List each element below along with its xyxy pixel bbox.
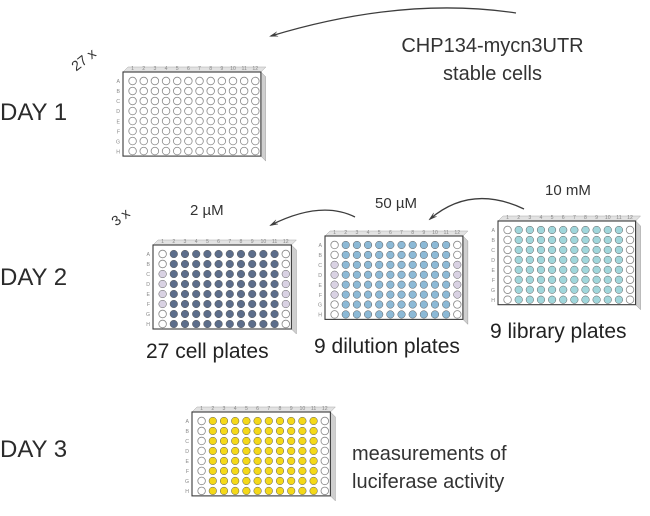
svg-text:11: 11 (272, 239, 277, 245)
svg-text:5: 5 (378, 230, 381, 236)
svg-text:C: C (491, 248, 495, 254)
svg-text:A: A (319, 244, 323, 250)
svg-text:3: 3 (223, 406, 226, 412)
svg-text:11: 11 (444, 230, 449, 236)
svg-text:3: 3 (183, 239, 186, 245)
svg-text:10: 10 (260, 239, 266, 245)
svg-text:12: 12 (322, 406, 328, 412)
svg-text:8: 8 (239, 239, 242, 245)
svg-text:7: 7 (267, 406, 270, 412)
svg-text:12: 12 (283, 239, 289, 245)
svg-text:8: 8 (209, 66, 212, 72)
svg-text:7: 7 (198, 66, 201, 72)
svg-text:C: C (116, 100, 120, 106)
svg-text:4: 4 (234, 406, 237, 412)
svg-text:4: 4 (540, 215, 543, 221)
svg-text:8: 8 (412, 230, 415, 236)
svg-text:4: 4 (367, 230, 370, 236)
svg-text:6: 6 (562, 215, 565, 221)
svg-text:F: F (147, 302, 150, 308)
svg-text:C: C (146, 272, 150, 278)
svg-text:D: D (319, 273, 323, 279)
svg-text:C: C (319, 263, 323, 269)
svg-text:E: E (116, 120, 120, 126)
svg-text:8: 8 (279, 406, 282, 412)
svg-text:B: B (492, 238, 496, 244)
svg-text:G: G (115, 140, 119, 146)
svg-text:12: 12 (252, 66, 258, 72)
svg-text:9: 9 (290, 406, 293, 412)
svg-text:5: 5 (551, 215, 554, 221)
svg-text:H: H (319, 313, 323, 319)
svg-text:B: B (146, 262, 150, 268)
svg-text:10: 10 (230, 66, 236, 72)
svg-text:D: D (185, 450, 189, 456)
svg-text:4: 4 (195, 239, 198, 245)
svg-text:A: A (492, 229, 496, 235)
svg-text:F: F (116, 130, 119, 136)
svg-text:6: 6 (217, 239, 220, 245)
svg-text:E: E (319, 283, 323, 289)
svg-text:D: D (491, 258, 495, 264)
svg-text:H: H (146, 322, 150, 328)
svg-text:9: 9 (595, 215, 598, 221)
svg-text:H: H (116, 150, 120, 156)
svg-text:6: 6 (256, 406, 259, 412)
svg-text:E: E (146, 292, 150, 298)
svg-text:F: F (492, 278, 495, 284)
svg-text:E: E (492, 268, 496, 274)
svg-text:2: 2 (172, 239, 175, 245)
svg-text:D: D (116, 110, 120, 116)
svg-text:11: 11 (311, 406, 316, 412)
svg-text:A: A (186, 420, 190, 426)
svg-text:F: F (186, 469, 189, 475)
svg-text:12: 12 (627, 215, 633, 221)
svg-text:5: 5 (245, 406, 248, 412)
svg-text:9: 9 (251, 239, 254, 245)
svg-text:1: 1 (161, 239, 164, 245)
svg-text:C: C (185, 440, 189, 446)
svg-text:7: 7 (228, 239, 231, 245)
svg-text:12: 12 (455, 230, 461, 236)
svg-text:D: D (146, 282, 150, 288)
svg-text:5: 5 (206, 239, 209, 245)
svg-text:6: 6 (186, 66, 189, 72)
svg-text:10: 10 (300, 406, 306, 412)
svg-text:G: G (318, 303, 322, 309)
svg-text:B: B (186, 430, 190, 436)
svg-text:E: E (186, 459, 190, 465)
svg-text:3: 3 (153, 66, 156, 72)
svg-text:1: 1 (131, 66, 134, 72)
svg-text:H: H (185, 489, 189, 495)
svg-text:7: 7 (400, 230, 403, 236)
svg-text:10: 10 (605, 215, 611, 221)
svg-text:A: A (146, 252, 150, 258)
svg-text:G: G (146, 312, 150, 318)
svg-text:5: 5 (175, 66, 178, 72)
svg-text:6: 6 (389, 230, 392, 236)
svg-text:7: 7 (573, 215, 576, 221)
svg-text:H: H (491, 298, 495, 304)
svg-text:B: B (319, 253, 323, 259)
svg-text:9: 9 (423, 230, 426, 236)
svg-text:B: B (116, 90, 120, 96)
svg-text:2: 2 (211, 406, 214, 412)
svg-text:11: 11 (616, 215, 621, 221)
svg-text:8: 8 (584, 215, 587, 221)
svg-text:9: 9 (220, 66, 223, 72)
svg-text:F: F (319, 293, 322, 299)
svg-text:10: 10 (432, 230, 438, 236)
svg-text:4: 4 (164, 66, 167, 72)
svg-text:A: A (116, 80, 120, 86)
svg-text:11: 11 (241, 66, 246, 72)
svg-text:2: 2 (142, 66, 145, 72)
svg-text:G: G (491, 288, 495, 294)
svg-text:G: G (185, 479, 189, 485)
svg-text:1: 1 (200, 406, 203, 412)
